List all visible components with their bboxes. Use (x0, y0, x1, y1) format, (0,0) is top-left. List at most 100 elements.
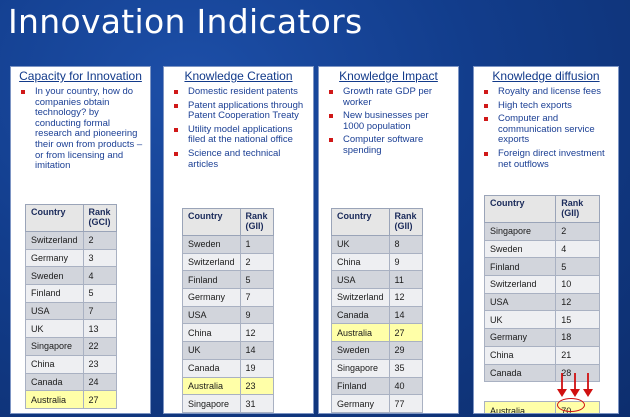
cell-rank: 2 (82, 231, 118, 250)
slide-title: Innovation Indicators (8, 2, 363, 41)
bullet-item: Computer software spending (327, 135, 452, 156)
bullet-item: Utility model applications filed at the … (172, 124, 307, 146)
cell-rank: 2 (555, 222, 600, 241)
cell-rank: 7 (239, 288, 275, 307)
cell-country: Australia (483, 401, 557, 413)
down-arrows-annotation (557, 373, 593, 397)
cell-country: Australia (182, 376, 241, 396)
panel-title: Knowledge Creation (184, 69, 293, 83)
cell-country: UK (182, 341, 241, 360)
cell-country: Singapore (331, 358, 390, 378)
column-header-country: Country (483, 195, 557, 223)
column-header-country: Country (331, 208, 390, 236)
table-row: Singapore 2 (483, 222, 600, 241)
cell-rank: 14 (388, 305, 424, 325)
table-row: UK 15 (483, 310, 600, 330)
table-row: Switzerland 2 (25, 231, 118, 250)
table-row: China 9 (331, 252, 424, 272)
cell-country: UK (331, 235, 390, 254)
table-row: Switzerland 10 (483, 275, 600, 294)
cell-country: China (331, 252, 390, 272)
cell-rank: 9 (388, 252, 424, 272)
cell-rank: 12 (239, 323, 275, 343)
bullet-item: Computer and communication service expor… (482, 113, 612, 146)
panel-knowledge-impact: Knowledge Impact Growth rate GDP per wor… (318, 66, 459, 414)
panel-title: Knowledge diffusion (492, 69, 600, 83)
table-row: Sweden 4 (25, 266, 118, 286)
table-row: Sweden 1 (182, 235, 275, 254)
cell-rank: 40 (388, 376, 424, 396)
cell-rank: 9 (239, 305, 275, 325)
cell-rank: 5 (239, 270, 275, 290)
cell-rank: 12 (555, 292, 600, 312)
cell-rank: 27 (388, 323, 424, 343)
table-row: Australia 27 (25, 390, 118, 409)
table-row: Canada 19 (182, 358, 275, 378)
bullet-item: Foreign direct investment net outflows (482, 148, 612, 170)
table-row: UK 13 (25, 319, 118, 339)
panel-title: Knowledge Impact (339, 69, 438, 83)
cell-rank: 29 (388, 341, 424, 360)
table-row: Australia 23 (182, 376, 275, 396)
bullet-item: Patent applications through Patent Coope… (172, 100, 307, 122)
cell-country: Canada (331, 305, 390, 325)
cell-country: Canada (182, 358, 241, 378)
table-row: Canada 24 (25, 372, 118, 392)
cell-country: Switzerland (182, 252, 241, 272)
table-row: Germany 7 (182, 288, 275, 307)
highlight-circle (557, 398, 585, 412)
panel-knowledge-diffusion: Knowledge diffusion Royalty and license … (473, 66, 619, 414)
cell-country: China (25, 354, 84, 374)
cell-rank: 8 (388, 235, 424, 254)
cell-rank: 27 (82, 390, 118, 409)
column-header-rank: Rank (GCI) (82, 204, 118, 232)
bullet-list: Domestic resident patents Patent applica… (164, 86, 313, 170)
cell-rank: 7 (82, 301, 118, 321)
cell-country: Finland (331, 376, 390, 396)
table-row: Germany 77 (331, 394, 424, 413)
table-row: China 23 (25, 354, 118, 374)
table-row: Australia 27 (331, 323, 424, 343)
column-header-country: Country (25, 204, 84, 232)
cell-country: Switzerland (25, 231, 84, 250)
cell-country: Australia (25, 390, 84, 409)
bullet-item: Science and technical articles (172, 148, 307, 170)
cell-country: Switzerland (331, 288, 390, 307)
cell-rank: 3 (82, 248, 118, 268)
rank-table: Country Rank (GCI) Switzerland 2 Germany 3 S… (25, 204, 118, 409)
cell-rank: 10 (555, 275, 600, 294)
table-row: Germany 18 (483, 328, 600, 347)
cell-country: Sweden (331, 341, 390, 360)
table-row: Singapore 35 (331, 358, 424, 378)
rank-table: Country Rank (GII) Singapore 2 Sweden 4 Finl… (483, 195, 600, 413)
table-row: Switzerland 2 (182, 252, 275, 272)
bullet-list: In your country, how do companies obtain… (11, 86, 150, 172)
cell-country: Singapore (182, 394, 241, 413)
cell-country: Singapore (483, 222, 557, 241)
table-row: Canada 14 (331, 305, 424, 325)
cell-country: Finland (483, 257, 557, 277)
cell-rank: 13 (82, 319, 118, 339)
cell-country: China (483, 345, 557, 365)
cell-rank: 14 (239, 341, 275, 360)
cell-country: Finland (182, 270, 241, 290)
cell-rank: 5 (82, 284, 118, 303)
cell-country: USA (331, 270, 390, 290)
cell-country: Switzerland (483, 275, 557, 294)
cell-rank: 4 (82, 266, 118, 286)
cell-rank: 1 (239, 235, 275, 254)
cell-rank: 24 (82, 372, 118, 392)
column-header-rank: Rank (GII) (555, 195, 600, 223)
column-header-rank: Rank (GII) (239, 208, 275, 236)
table-row: USA 12 (483, 292, 600, 312)
table-row: China 12 (182, 323, 275, 343)
bullet-item: New businesses per 1000 population (327, 110, 452, 132)
cell-rank: 21 (555, 345, 600, 365)
table-row: Finland 40 (331, 376, 424, 396)
table-row: Finland 5 (25, 284, 118, 303)
cell-country: Singapore (25, 337, 84, 356)
cell-country: USA (182, 305, 241, 325)
cell-country: Sweden (25, 266, 84, 286)
rank-table: Country Rank (GII) Sweden 1 Switzerland 2 Fi… (182, 208, 275, 413)
table-row: Sweden 4 (483, 239, 600, 259)
